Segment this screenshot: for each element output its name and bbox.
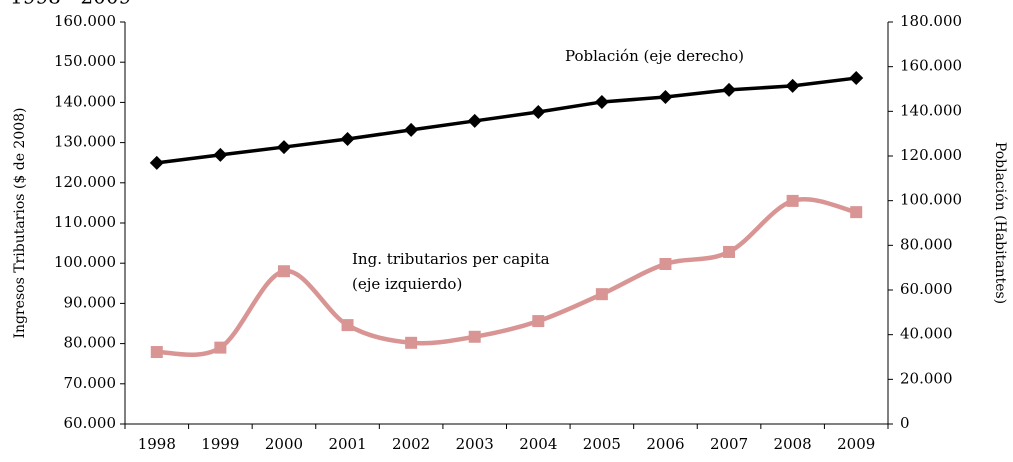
y-tick-label: 60.000 xyxy=(64,414,117,432)
x-tick-label: 2001 xyxy=(328,435,366,453)
marker xyxy=(785,78,800,93)
y-tick-label: 130.000 xyxy=(54,133,116,151)
y2-tick-label: 0 xyxy=(900,414,910,432)
marker xyxy=(405,336,418,349)
y2-tick-label: 80.000 xyxy=(900,235,953,253)
y2-tick-label: 160.000 xyxy=(900,57,962,75)
marker xyxy=(213,147,228,162)
x-tick-label: 2006 xyxy=(646,435,684,453)
y2-tick-label: 140.000 xyxy=(900,101,962,119)
marker xyxy=(277,265,290,278)
x-tick-label: 2003 xyxy=(456,435,494,453)
x-tick-label: 2000 xyxy=(265,435,303,453)
x-tick-label: 2005 xyxy=(583,435,621,453)
y2-tick-label: 20.000 xyxy=(900,369,953,387)
marker xyxy=(532,315,545,328)
y-tick-label: 140.000 xyxy=(54,92,116,110)
annotation: Ing. tributarios per capita xyxy=(352,250,550,268)
marker xyxy=(658,90,673,105)
y2-axis-title: Población (Habitantes) xyxy=(992,142,1008,304)
marker xyxy=(214,341,227,354)
y-tick-label: 110.000 xyxy=(54,213,116,231)
annotation: Población (eje derecho) xyxy=(565,47,744,65)
y-tick-label: 150.000 xyxy=(54,52,116,70)
y2-tick-label: 120.000 xyxy=(900,146,962,164)
marker xyxy=(594,94,609,109)
x-tick-label: 2004 xyxy=(519,435,557,453)
marker xyxy=(149,155,164,170)
marker xyxy=(276,140,291,155)
y-tick-label: 120.000 xyxy=(54,173,116,191)
y2-tick-label: 40.000 xyxy=(900,325,953,343)
marker xyxy=(341,319,354,332)
chart-title: 1998 - 2009 xyxy=(10,0,131,9)
marker xyxy=(595,288,608,301)
x-tick-label: 2008 xyxy=(774,435,812,453)
marker xyxy=(849,71,864,86)
series-line xyxy=(156,197,857,358)
y-tick-label: 90.000 xyxy=(64,293,117,311)
y2-tick-label: 180.000 xyxy=(900,12,962,30)
x-tick-label: 1999 xyxy=(201,435,239,453)
series-line xyxy=(156,76,857,165)
marker xyxy=(468,330,481,343)
y-tick-label: 80.000 xyxy=(64,334,117,352)
marker xyxy=(723,245,736,258)
y2-tick-label: 100.000 xyxy=(900,191,962,209)
marker xyxy=(150,346,163,359)
marker xyxy=(531,105,546,120)
marker xyxy=(467,113,482,128)
y-axis-title: Ingresos Tributarios ($ de 2008) xyxy=(12,107,28,338)
marker xyxy=(850,206,863,219)
marker xyxy=(722,82,737,97)
marker xyxy=(659,258,672,271)
marker xyxy=(340,132,355,147)
x-tick-label: 1998 xyxy=(138,435,176,453)
x-tick-label: 2007 xyxy=(710,435,748,453)
marker xyxy=(404,122,419,137)
marker xyxy=(786,194,799,207)
y-tick-label: 100.000 xyxy=(54,253,116,271)
x-tick-label: 2009 xyxy=(837,435,875,453)
y2-tick-label: 60.000 xyxy=(900,280,953,298)
y-tick-label: 160.000 xyxy=(54,12,116,30)
x-tick-label: 2002 xyxy=(392,435,430,453)
y-tick-label: 70.000 xyxy=(64,374,117,392)
annotation: (eje izquierdo) xyxy=(352,275,462,293)
